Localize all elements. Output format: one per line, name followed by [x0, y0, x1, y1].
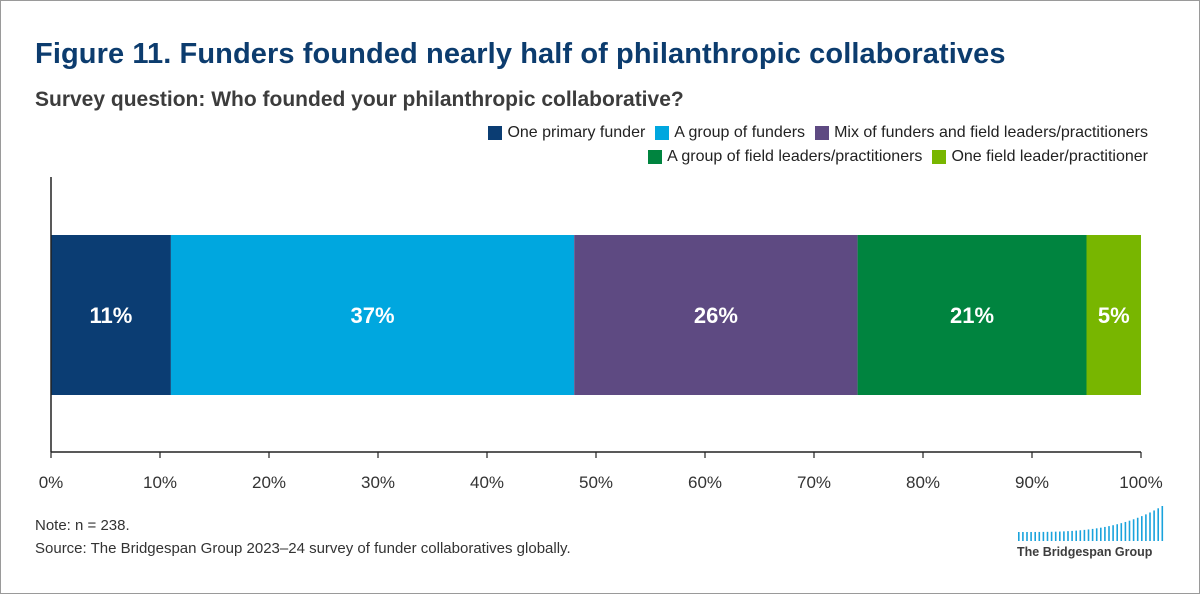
bar-segment — [1086, 235, 1141, 395]
legend-swatch — [488, 126, 503, 140]
x-tick-label: 20% — [252, 473, 286, 492]
logo-bar — [1026, 531, 1028, 541]
legend-item-one-field-leader: One field leader/practitioner — [932, 148, 1148, 166]
data-label: 26% — [694, 303, 738, 328]
legend-row-2: A group of field leaders/practitioners O… — [638, 148, 1148, 166]
logo-bar — [1042, 531, 1045, 541]
bar-segment — [574, 235, 858, 395]
legend-label: Mix of funders and field leaders/practit… — [834, 124, 1148, 141]
logo-bar — [1120, 523, 1123, 541]
logo-bar — [1095, 528, 1098, 541]
chart-subtitle: Survey question: Who founded your philan… — [35, 88, 684, 111]
logo-bar — [1116, 524, 1118, 541]
x-tick-label: 90% — [1015, 473, 1049, 492]
legend-label: A group of field leaders/practitioners — [667, 148, 923, 165]
legend-swatch — [648, 150, 663, 164]
logo-bar — [1091, 528, 1094, 541]
legend-row-1: One primary funder A group of funders Mi… — [478, 124, 1148, 142]
logo-bar — [1104, 526, 1106, 541]
logo-bar — [1063, 531, 1065, 541]
bridgespan-logo-text: The Bridgespan Group — [1017, 545, 1153, 559]
legend-swatch — [655, 126, 670, 140]
logo-bar — [1059, 531, 1061, 541]
logo-bar — [1100, 527, 1102, 541]
legend-swatch — [815, 126, 830, 140]
legend-item-one-primary-funder: One primary funder — [488, 124, 645, 142]
x-tick-label: 70% — [797, 473, 831, 492]
logo-bar — [1071, 530, 1073, 541]
logo-bar — [1145, 514, 1147, 541]
data-label: 11% — [90, 303, 133, 328]
x-tick-label: 50% — [579, 473, 613, 492]
logo-bar — [1018, 532, 1020, 541]
logo-bar — [1050, 531, 1053, 541]
logo-bar — [1030, 531, 1032, 541]
source-text: Source: The Bridgespan Group 2023–24 sur… — [35, 540, 571, 557]
logo-bar — [1149, 512, 1151, 541]
bar-segment — [51, 235, 171, 395]
data-label: 5% — [1098, 303, 1130, 328]
bridgespan-logo-bars-icon — [1018, 506, 1164, 541]
x-tick-label: 80% — [906, 473, 940, 492]
chart-title: Figure 11. Funders founded nearly half o… — [35, 38, 1006, 70]
logo-bar — [1022, 531, 1024, 541]
logo-bar — [1128, 520, 1131, 541]
data-label: 21% — [950, 303, 994, 328]
logo-bar — [1157, 508, 1159, 541]
bar-segment — [857, 235, 1087, 395]
logo-bar — [1087, 529, 1090, 541]
legend-label: A group of funders — [674, 124, 806, 141]
logo-bar — [1079, 530, 1082, 541]
logo-bar — [1083, 529, 1086, 541]
legend-swatch — [932, 150, 947, 164]
logo-bar — [1038, 531, 1041, 541]
x-tick-label: 10% — [143, 473, 177, 492]
logo-bar — [1124, 521, 1127, 541]
logo-bar — [1108, 526, 1110, 541]
logo-bar — [1161, 506, 1164, 541]
x-tick-label: 0% — [39, 473, 64, 492]
x-tick-label: 60% — [688, 473, 722, 492]
note-text: Note: n = 238. — [35, 517, 130, 534]
x-tick-label: 40% — [470, 473, 504, 492]
logo-bar — [1046, 531, 1049, 541]
logo-bar — [1054, 531, 1057, 541]
logo-bar — [1075, 530, 1077, 541]
logo-bar — [1141, 516, 1143, 541]
logo-bar — [1132, 519, 1135, 541]
legend-item-mix: Mix of funders and field leaders/practit… — [815, 124, 1148, 142]
legend-label: One primary funder — [507, 124, 646, 141]
logo-bar — [1153, 510, 1155, 541]
x-tick-label: 100% — [1119, 473, 1162, 492]
legend-item-group-of-funders: A group of funders — [655, 124, 805, 142]
logo-bar — [1034, 531, 1036, 541]
legend-label: One field leader/practitioner — [951, 148, 1148, 165]
logo-bar — [1067, 531, 1069, 541]
data-label: 37% — [351, 303, 395, 328]
logo-bar — [1112, 525, 1114, 541]
logo-bar — [1136, 517, 1139, 541]
legend-item-group-of-field-leaders: A group of field leaders/practitioners — [648, 148, 922, 166]
x-tick-label: 30% — [361, 473, 395, 492]
bar-segment — [170, 235, 575, 395]
